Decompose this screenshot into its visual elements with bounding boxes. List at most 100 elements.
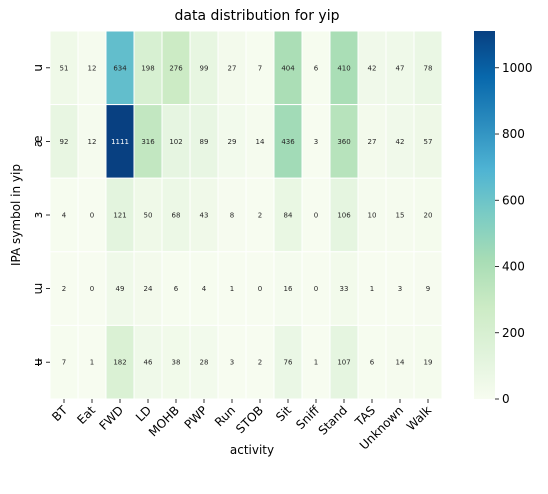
cell-value-label: 57 — [424, 138, 433, 146]
heatmap-cell — [245, 30, 275, 106]
heatmap-cell — [189, 251, 219, 326]
heatmap-cell — [245, 104, 275, 179]
cell-value-label: 42 — [396, 138, 405, 146]
heatmap-cell — [385, 104, 415, 179]
cell-value-label: 1 — [370, 285, 374, 293]
heatmap-cell — [189, 104, 219, 179]
cell-value-label: 3 — [314, 138, 318, 146]
cell-value-label: 12 — [88, 138, 97, 146]
heatmap-cell — [105, 177, 135, 253]
cell-value-label: 0 — [258, 285, 262, 293]
colorbar-tick-label: 800 — [502, 127, 525, 141]
cell-value-label: 47 — [396, 64, 405, 72]
cell-value-label: 99 — [200, 64, 209, 72]
cell-value-label: 198 — [141, 64, 154, 72]
cell-value-label: 2 — [258, 212, 262, 220]
cell-value-label: 28 — [200, 359, 209, 367]
cell-value-label: 14 — [396, 359, 405, 367]
heatmap-cell — [217, 251, 247, 326]
cell-value-label: 1111 — [111, 138, 129, 146]
cell-value-label: 76 — [284, 359, 293, 367]
heatmap-cell — [273, 104, 303, 179]
cell-value-label: 29 — [228, 138, 237, 146]
cell-value-label: 2 — [258, 359, 262, 367]
cell-value-label: 92 — [60, 138, 69, 146]
cell-value-label: 4 — [202, 285, 207, 293]
heatmap-cell — [105, 324, 135, 400]
cell-value-label: 38 — [172, 359, 181, 367]
x-tick-label: FWD — [96, 403, 126, 433]
cell-value-label: 10 — [368, 212, 377, 220]
cell-value-label: 9 — [426, 285, 430, 293]
heatmap-cell — [161, 104, 191, 179]
cell-value-label: 16 — [284, 285, 293, 293]
cell-value-label: 27 — [228, 64, 237, 72]
cell-value-label: 15 — [396, 212, 405, 220]
cell-value-label: 68 — [172, 212, 181, 220]
heatmap-cell — [273, 251, 303, 326]
cell-value-label: 436 — [281, 138, 295, 146]
cell-value-label: 107 — [337, 359, 350, 367]
heatmap-cell — [329, 324, 359, 400]
y-tick-label: ʉ — [31, 358, 45, 366]
y-tick-label: ɜ — [31, 212, 45, 218]
colorbar-tick-label: 400 — [502, 260, 525, 274]
heatmap-cell — [245, 324, 275, 400]
cell-value-label: 6 — [370, 359, 375, 367]
heatmap-cell — [357, 251, 387, 326]
heatmap-cell — [385, 251, 415, 326]
y-tick-label: æ — [31, 135, 45, 147]
cell-value-label: 43 — [200, 212, 209, 220]
heatmap-cell — [105, 104, 135, 179]
heatmap-cell — [273, 177, 303, 253]
heatmap-cell — [161, 324, 191, 400]
cell-value-label: 3 — [230, 359, 234, 367]
cell-value-label: 316 — [141, 138, 155, 146]
cell-value-label: 89 — [200, 138, 209, 146]
heatmap-cell — [77, 104, 107, 179]
cell-value-label: 20 — [424, 212, 433, 220]
cell-value-label: 42 — [368, 64, 377, 72]
cell-value-label: 8 — [230, 212, 234, 220]
y-tick-label: ɯ — [31, 283, 45, 295]
heatmap-cell — [301, 324, 331, 400]
y-axis-label: IPA symbol in yip — [9, 164, 23, 266]
heatmap-cell — [385, 324, 415, 400]
cell-value-label: 27 — [368, 138, 377, 146]
colorbar-tick-label: 1000 — [502, 61, 533, 75]
cell-value-label: 33 — [340, 285, 349, 293]
cell-value-label: 46 — [144, 359, 153, 367]
heatmap-cell — [413, 104, 443, 179]
cell-value-label: 0 — [314, 285, 318, 293]
x-tick-label: Sit — [273, 403, 294, 424]
cell-value-label: 102 — [169, 138, 182, 146]
cell-value-label: 1 — [314, 359, 318, 367]
colorbar — [474, 31, 495, 399]
colorbar-tick-label: 200 — [502, 326, 525, 340]
heatmap-cell — [301, 30, 331, 106]
heatmap-cell — [357, 177, 387, 253]
heatmap-cell — [161, 251, 191, 326]
colorbar-tick-label: 600 — [502, 193, 525, 207]
y-tick-label: u — [31, 64, 45, 72]
x-tick-label: Stand — [316, 403, 351, 438]
x-tick-label: PWP — [182, 403, 211, 432]
heatmap-cell — [357, 324, 387, 400]
cell-value-label: 84 — [284, 212, 293, 220]
chart-title: data distribution for yip — [175, 8, 340, 24]
cell-value-label: 106 — [337, 212, 351, 220]
cell-value-label: 51 — [60, 64, 69, 72]
y-tick-labels: u æ ɜ ɯ ʉ — [31, 64, 50, 366]
x-tick-label: BT — [49, 403, 70, 424]
heatmap-cell — [413, 324, 443, 400]
cell-value-label: 7 — [258, 64, 262, 72]
heatmap-cell — [245, 177, 275, 253]
cell-value-label: 182 — [113, 359, 126, 367]
cell-value-label: 1 — [230, 285, 234, 293]
heatmap-cell — [133, 104, 163, 179]
x-tick-label: Eat — [74, 403, 98, 427]
cell-value-label: 7 — [62, 359, 66, 367]
heatmap-cell — [105, 251, 135, 326]
